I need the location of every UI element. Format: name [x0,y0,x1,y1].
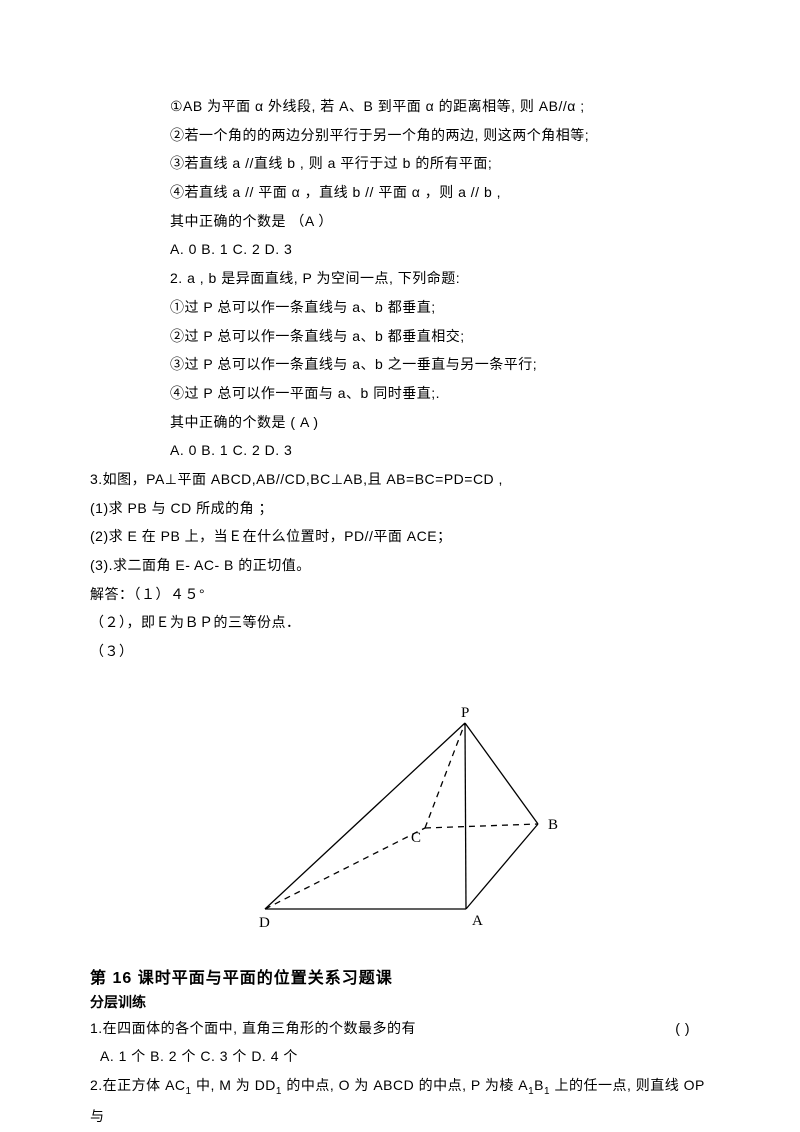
q2-stmt-2: ②过 P 总可以作一条直线与 a、b 都垂直相交; [90,322,710,351]
svg-text:A: A [472,913,483,929]
q3-part3: (3).求二面角 E- AC- B 的正切值。 [90,551,710,580]
sec-q1-paren: ( ) [675,1014,710,1043]
section-title: 第 16 课时平面与平面的位置关系习题课 [90,964,710,988]
q1-stmt-4: ④若直线 a // 平面 α ，直线 b // 平面 α ，则 a // b , [90,178,710,207]
q3-ans2: （２），即Ｅ为ＢＰ的三等份点． [90,608,710,637]
svg-text:D: D [259,915,270,931]
sec-q2-c: 的中点, O 为 ABCD 的中点, P 为棱 A [282,1077,528,1093]
q1-stmt-3: ③若直线 a //直线 b , 则 a 平行于过 b 的所有平面; [90,149,710,178]
sec-q2-b: 中, M 为 DD [192,1077,276,1093]
q2-stmt-4: ④过 P 总可以作一平面与 a、b 同时垂直;. [90,379,710,408]
sec-q1-text: 1.在四面体的各个面中, 直角三角形的个数最多的有 [90,1014,675,1043]
q1-options: A. 0 B. 1 C. 2 D. 3 [90,235,710,264]
q3-part2: (2)求 E 在 PB 上，当Ｅ在什么位置时，PD//平面 ACE； [90,522,710,551]
sec-q1: 1.在四面体的各个面中, 直角三角形的个数最多的有 ( ) [90,1014,710,1043]
q2-stmt-1: ①过 P 总可以作一条直线与 a、b 都垂直; [90,293,710,322]
q3-ans1: 解答：（１）４５° [90,580,710,609]
sec-q1-options: A. 1 个 B. 2 个 C. 3 个 D. 4 个 [90,1042,710,1071]
q3-intro: 3.如图，PA⊥平面 ABCD,AB//CD,BC⊥AB,且 AB=BC=PD=… [90,465,710,494]
q1-stmt-1: ①AB 为平面 α 外线段, 若 A、B 到平面 α 的距离相等, 则 AB//… [90,92,710,121]
svg-text:C: C [411,830,421,846]
geometry-diagram: P B A C D [90,696,710,946]
sec-q2: 2.在正方体 AC1 中, M 为 DD1 的中点, O 为 ABCD 的中点,… [90,1071,710,1131]
svg-text:P: P [461,705,469,721]
pyramid-svg: P B A C D [210,696,590,946]
q2-options: A. 0 B. 1 C. 2 D. 3 [90,436,710,465]
section-subtitle: 分层训练 [90,992,710,1012]
svg-text:B: B [548,817,558,833]
sec-q2-d: B [534,1077,544,1093]
q1-stmt-2: ②若一个角的的两边分别平行于另一个角的两边, 则这两个角相等; [90,121,710,150]
q1-conclusion: 其中正确的个数是 （A ） [90,207,710,236]
q2-stmt-3: ③过 P 总可以作一条直线与 a、b 之一垂直与另一条平行; [90,350,710,379]
q2-intro: 2. a , b 是异面直线, P 为空间一点, 下列命题: [90,264,710,293]
q2-conclusion: 其中正确的个数是 ( A ) [90,408,710,437]
sec-q2-a: 2.在正方体 AC [90,1077,186,1093]
q3-ans3: （３） [90,637,710,666]
q3-part1: (1)求 PB 与 CD 所成的角 ； [90,494,710,523]
